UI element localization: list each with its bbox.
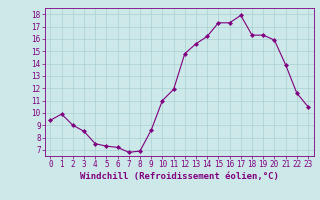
X-axis label: Windchill (Refroidissement éolien,°C): Windchill (Refroidissement éolien,°C) [80,172,279,181]
